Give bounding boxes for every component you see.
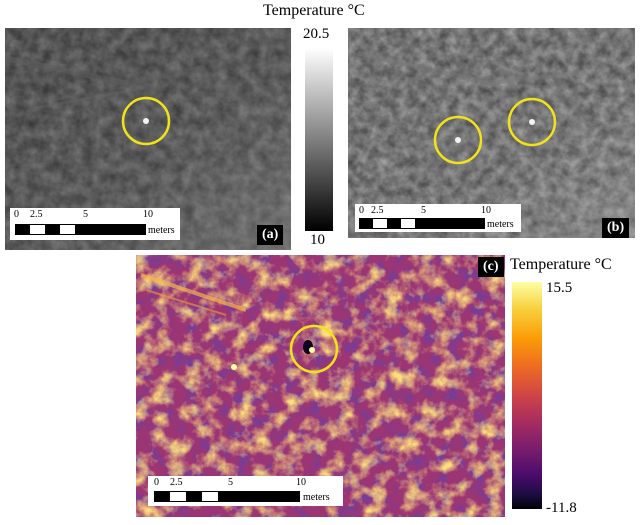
- colorbar-gray-title: Temperature °C: [263, 2, 365, 19]
- thermal-image-a: 0 2.5 5 10 meters (a): [5, 28, 291, 250]
- colorbar-gray-min: 10: [310, 232, 325, 248]
- scale-bar-b: 0 2.5 5 10 meters: [355, 204, 521, 232]
- scale-tick: 2.5: [170, 477, 183, 488]
- scale-tick: 5: [228, 477, 233, 488]
- scale-unit: meters: [148, 225, 175, 236]
- panel-label-a: (a): [257, 225, 284, 245]
- scale-tick: 10: [143, 209, 153, 220]
- colorbar-inferno: [512, 282, 542, 509]
- scale-tick: 0: [359, 205, 364, 216]
- highlight-circle: [507, 97, 557, 147]
- scale-unit: meters: [487, 219, 514, 230]
- colorbar-gray-max: 20.5: [303, 26, 330, 42]
- scale-tick: 2.5: [371, 205, 384, 216]
- panel-label-b: (b): [602, 218, 630, 238]
- scale-tick: 2.5: [30, 209, 43, 220]
- colorbar-gray: [305, 48, 333, 231]
- highlight-circle: [121, 96, 171, 146]
- scale-tick: 0: [14, 209, 19, 220]
- scale-tick: 5: [421, 205, 426, 216]
- highlight-circle: [289, 324, 339, 374]
- colorbar-inferno-max: 15.5: [546, 280, 573, 296]
- scale-tick: 5: [83, 209, 88, 220]
- scale-bar-a: 0 2.5 5 10 meters: [10, 208, 180, 240]
- scale-bar-c: 0 2.5 5 10 meters: [148, 476, 343, 506]
- thermal-image-c: 0 2.5 5 10 meters (c): [136, 255, 505, 517]
- highlight-circle: [433, 115, 483, 165]
- thermal-image-b: 0 2.5 5 10 meters (b): [348, 28, 635, 238]
- scale-tick: 0: [154, 477, 159, 488]
- colorbar-inferno-title: Temperature °C: [510, 256, 612, 273]
- panel-label-c: (c): [478, 257, 504, 277]
- scale-unit: meters: [303, 492, 330, 503]
- colorbar-inferno-min: -11.8: [546, 500, 577, 516]
- scale-tick: 10: [481, 205, 491, 216]
- scale-tick: 10: [296, 477, 306, 488]
